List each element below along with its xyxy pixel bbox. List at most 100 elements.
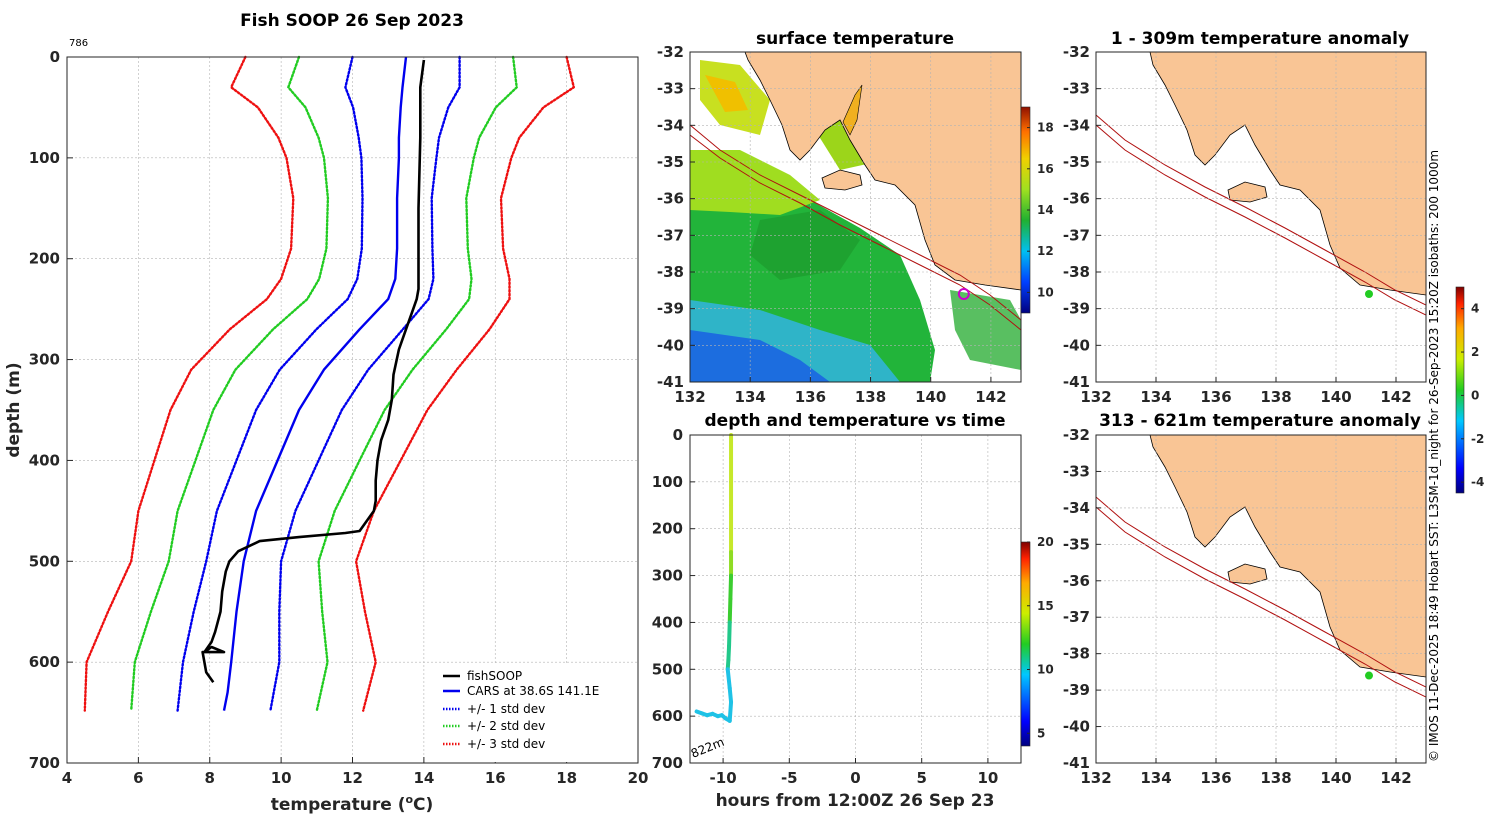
anomaly-lower-ytick-label: -36 <box>1063 572 1090 590</box>
anomaly-upper-ytick-label: -33 <box>1063 80 1090 98</box>
sst-colorbar-tick-label: 16 <box>1037 162 1054 176</box>
anomaly-upper-panel: 1 - 309m temperature anomaly 132 134 136 13… <box>1063 29 1427 406</box>
anomaly-lower-xtick-label: 136 <box>1200 769 1231 787</box>
anomaly-upper-xtick-label: 138 <box>1260 388 1291 406</box>
time-depth-colorbar-tick-label: 20 <box>1037 535 1054 549</box>
sst-isobath-1000 <box>690 134 1021 331</box>
sst-map-station-marker <box>957 288 970 300</box>
profile-series-2std-lower <box>129 55 330 712</box>
anomaly-upper-ytick-label: -41 <box>1063 373 1090 391</box>
time-depth-colorbar-tick-label: 10 <box>1037 663 1054 677</box>
time-depth-xtick-label: 10 <box>977 769 998 787</box>
anomaly-upper-xtick-label: 134 <box>1140 388 1171 406</box>
anomaly-lower-ytick-label: -39 <box>1063 681 1090 699</box>
anomaly-lower-ytick-label: -33 <box>1063 462 1090 480</box>
profile-title: Fish SOOP 26 Sep 2023 <box>240 11 464 31</box>
sst-patch <box>750 210 860 280</box>
anomaly-upper-title: 1 - 309m temperature anomaly <box>1111 29 1409 49</box>
anomaly-upper-ytick-label: -32 <box>1063 43 1090 61</box>
anomaly-lower-field <box>1096 435 1426 763</box>
anomaly-upper-ytick-label: -37 <box>1063 226 1090 244</box>
time-depth-colorbar-ticks: 5 10 15 20 <box>1027 535 1054 740</box>
anomaly-lower-isobath-200 <box>1096 496 1426 688</box>
anomaly-upper-field <box>1096 52 1426 382</box>
sst-colorbar-tick-label: 12 <box>1037 244 1054 258</box>
sst-map-panel: surface temperature 132 134 136 138 140 142 -3… <box>657 29 1054 406</box>
anomaly-upper-ytick-label: -34 <box>1063 116 1090 134</box>
time-depth-xlabel: hours from 12:00Z 26 Sep 23 <box>716 791 995 811</box>
profile-xtick-label: 4 <box>62 769 72 787</box>
anomaly-colorbar-tick-label: 0 <box>1471 388 1479 402</box>
time-depth-track-segment <box>727 686 734 705</box>
anomaly-lower-xtick-label: 140 <box>1320 769 1351 787</box>
sst-map-title: surface temperature <box>756 29 954 49</box>
profile-xtick-label: 10 <box>271 769 292 787</box>
sst-colorbar-tick-label: 10 <box>1037 285 1054 299</box>
time-depth-xtick-label: 5 <box>916 769 926 787</box>
sst-map-ytick-label: -37 <box>657 226 684 244</box>
legend-label-fishsoop: fishSOOP <box>467 669 522 683</box>
sst-map-xtick-label: 132 <box>674 388 705 406</box>
sst-gulf-strip <box>842 84 863 136</box>
sst-map-ytick-label: -34 <box>657 116 684 134</box>
sst-gulf-warm-spot <box>705 75 748 112</box>
profile-xtick-label: 16 <box>485 769 506 787</box>
anomaly-lower-xtick-label: 132 <box>1080 769 1111 787</box>
sst-map-land <box>744 52 1021 291</box>
time-depth-track-segment <box>725 667 732 691</box>
anomaly-colorbar-tick-label: 2 <box>1471 345 1479 359</box>
time-depth-ytick-label: 200 <box>652 520 683 538</box>
sst-map-xtick-label: 138 <box>855 388 886 406</box>
profile-xtick-label: 18 <box>556 769 577 787</box>
sst-map-xtick-label: 136 <box>795 388 826 406</box>
anomaly-lower-ticks: 132 134 136 138 140 142 -32 -33 -34 -35 -36 -37 -38 -… <box>1063 426 1412 787</box>
profile-series-1std-lower <box>176 55 364 712</box>
time-depth-xtick-label: 0 <box>850 769 860 787</box>
legend-label-cars: CARS at 38.6S 141.1E <box>467 684 599 698</box>
anomaly-lower-ytick-label: -41 <box>1063 754 1090 772</box>
anomaly-lower-title: 313 - 621m temperature anomaly <box>1099 411 1421 431</box>
anomaly-upper-axes-box <box>1095 51 1427 383</box>
anomaly-lower-panel: 313 - 621m temperature anomaly 132 134 136… <box>1063 411 1427 787</box>
sst-map-ticks: 132 134 136 138 140 142 -32 -33 -34 -35 -36 -37 -38 -… <box>657 43 1007 406</box>
time-depth-ytick-label: 100 <box>652 473 683 491</box>
profile-xlabel: temperature (oC) <box>271 793 434 815</box>
anomaly-lower-ytick-label: -40 <box>1063 718 1090 736</box>
sst-map-island <box>821 169 863 191</box>
anomaly-lower-ytick-label: -32 <box>1063 426 1090 444</box>
profile-xtick-label: 20 <box>628 769 649 787</box>
anomaly-upper-xtick-label: 142 <box>1380 388 1411 406</box>
profile-legend: fishSOOP CARS at 38.6S 141.1E +/- 1 std … <box>438 664 636 762</box>
legend-label-2std: +/- 2 std dev <box>467 719 545 733</box>
profile-xtick-label: 8 <box>205 769 215 787</box>
sst-colorbar-ticks: 10 12 14 16 18 <box>1027 121 1054 299</box>
time-depth-track-segment <box>727 597 733 625</box>
sst-colorbar-tick-label: 18 <box>1037 121 1054 135</box>
sst-map-grid <box>689 51 1021 383</box>
anomaly-lower-ytick-label: -38 <box>1063 645 1090 663</box>
anomaly-upper-xtick-label: 132 <box>1080 388 1111 406</box>
sst-map-ytick-label: -38 <box>657 263 684 281</box>
anomaly-lower-ytick-label: -35 <box>1063 535 1090 553</box>
profile-grid <box>66 56 639 764</box>
profile-ytick-label: 700 <box>29 754 60 772</box>
time-depth-ytick-label: 400 <box>652 613 683 631</box>
anomaly-upper-ytick-label: -35 <box>1063 153 1090 171</box>
anomaly-colorbar-tick-label: -2 <box>1471 432 1484 446</box>
profile-xtick-label: 14 <box>413 769 434 787</box>
sst-map-ytick-label: -39 <box>657 300 684 318</box>
anomaly-upper-ytick-label: -40 <box>1063 336 1090 354</box>
sst-map-field <box>690 52 1021 382</box>
profile-ytick-label: 0 <box>50 48 60 66</box>
time-depth-track-segment <box>694 709 704 716</box>
credit-text: © IMOS 11-Dec-2025 18:49 Hobart SST: L3S… <box>1427 150 1441 762</box>
profile-series-1std-upper <box>269 55 461 712</box>
anomaly-lower-xtick-label: 134 <box>1140 769 1171 787</box>
anomaly-lower-xtick-label: 142 <box>1380 769 1411 787</box>
profile-panel: Fish SOOP 26 Sep 2023 786 4 6 8 10 12 14 16 18 2… <box>4 11 648 815</box>
anomaly-upper-station-marker <box>1365 290 1373 298</box>
anomaly-lower-station-marker <box>1365 671 1373 680</box>
anomaly-lower-axes-box <box>1095 434 1427 764</box>
